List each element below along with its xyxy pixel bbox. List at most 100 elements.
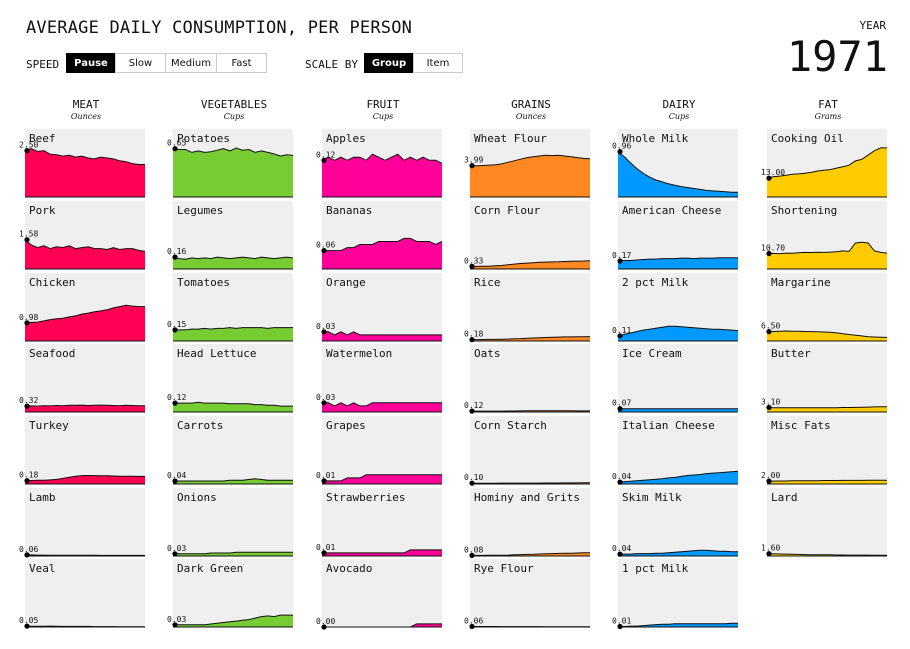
chart-cell-onions: 0.03 Onions — [167, 488, 293, 557]
start-point — [469, 623, 475, 630]
area-chart: 0.01 — [316, 471, 442, 485]
start-value-label: 0.16 — [167, 247, 186, 256]
start-value-label: 0.12 — [167, 393, 186, 402]
chart-cell-2-pct-milk: 0.11 2 pct Milk — [612, 273, 739, 342]
chart-cell-cooking-oil: 13.00 Cooking Oil — [761, 129, 887, 198]
start-value-label: 0.03 — [316, 393, 335, 402]
series-line — [322, 331, 442, 336]
start-point — [321, 478, 327, 484]
start-point — [469, 552, 475, 558]
series-line — [24, 304, 145, 324]
start-value-label: 2.50 — [19, 141, 38, 150]
speed-medium-button[interactable]: Medium — [165, 53, 217, 73]
start-point — [321, 248, 327, 254]
area-fill — [618, 550, 738, 556]
item-name: Italian Cheese — [622, 419, 715, 432]
start-point — [24, 478, 30, 484]
start-point — [172, 551, 178, 557]
speed-slow-button[interactable]: Slow — [115, 53, 166, 73]
area-chart: 3.10 — [761, 398, 887, 413]
start-value-label: 0.32 — [19, 396, 38, 405]
start-value-label: 0.01 — [612, 617, 631, 626]
start-value-label: 0.12 — [464, 401, 483, 410]
series-line — [24, 148, 145, 165]
start-point — [617, 406, 623, 412]
area-fill — [173, 552, 293, 556]
item-name: Shortening — [771, 204, 838, 217]
start-point — [24, 237, 30, 243]
series-line — [322, 474, 442, 482]
start-point — [617, 623, 623, 630]
group-name: MEAT — [72, 98, 100, 111]
scale-item-button[interactable]: Item — [413, 53, 463, 73]
item-name: Grapes — [326, 419, 366, 432]
series-line — [767, 479, 887, 482]
start-point — [766, 404, 772, 411]
start-point — [172, 254, 178, 260]
speed-fast-button[interactable]: Fast — [216, 53, 267, 73]
speed-button-group: Pause Slow Medium Fast — [66, 53, 267, 73]
start-point — [24, 148, 30, 154]
start-point — [766, 329, 772, 335]
area-fill — [618, 408, 738, 412]
series-line — [617, 257, 738, 262]
item-name: Legumes — [177, 204, 224, 217]
year-label: YEAR — [859, 19, 887, 32]
scale-label: SCALE BY — [305, 58, 358, 71]
start-point — [617, 551, 623, 557]
start-value-label: 0.00 — [316, 617, 335, 626]
area-chart: 0.12 — [464, 401, 590, 414]
item-name: Avocado — [326, 562, 373, 575]
speed-pause-button[interactable]: Pause — [66, 53, 116, 73]
group-name: DAIRY — [662, 98, 696, 111]
area-chart: 0.10 — [464, 473, 590, 486]
item-name: Apples — [326, 132, 366, 145]
series-line — [618, 549, 738, 555]
group-header-vegetables: VEGETABLES Cups — [173, 98, 295, 121]
area-fill — [470, 336, 590, 341]
area-fill — [25, 475, 145, 484]
series-line — [172, 256, 294, 260]
chart-cell-beef: 2.50 Beef — [19, 129, 145, 198]
item-name: Veal — [29, 562, 56, 575]
start-value-label: 0.01 — [316, 543, 335, 552]
area-chart: 0.00 — [316, 617, 442, 630]
start-point — [469, 163, 475, 169]
series-line — [24, 239, 146, 252]
item-name: Watermelon — [326, 347, 393, 360]
chart-cell-skim-milk: 0.04 Skim Milk — [612, 488, 738, 557]
start-value-label: 0.18 — [19, 471, 38, 480]
item-name: Bananas — [326, 204, 373, 217]
area-chart: 0.05 — [19, 616, 145, 629]
start-value-label: 0.18 — [464, 330, 483, 339]
start-value-label: 0.06 — [464, 617, 483, 626]
area-fill — [173, 615, 293, 627]
series-line — [173, 401, 293, 407]
start-point — [172, 327, 178, 333]
area-fill — [173, 257, 293, 269]
start-point — [24, 623, 30, 629]
start-value-label: 0.01 — [316, 471, 335, 480]
start-point — [469, 480, 475, 486]
chart-cell-shortening: 10.70 Shortening — [761, 201, 888, 270]
item-name: Corn Flour — [474, 204, 541, 217]
area-chart: 0.18 — [19, 471, 145, 485]
group-name: GRAINS — [511, 98, 551, 111]
item-name: Pork — [29, 204, 56, 217]
item-name: Whole Milk — [622, 132, 689, 145]
area-chart: 2.50 — [19, 141, 145, 198]
start-point — [172, 478, 178, 484]
area-chart: 0.08 — [464, 545, 591, 558]
item-name: Oats — [474, 347, 501, 360]
start-point — [469, 408, 475, 414]
area-fill — [470, 260, 590, 269]
scale-group-button[interactable]: Group — [364, 53, 414, 73]
page-title: AVERAGE DAILY CONSUMPTION, PER PERSON — [26, 18, 413, 38]
series-line — [766, 553, 887, 556]
start-value-label: 0.33 — [464, 256, 483, 265]
chart-cell-wheat-flour: 3.99 Wheat Flour — [464, 129, 591, 198]
series-line — [172, 147, 294, 157]
series-line — [321, 153, 443, 164]
start-value-label: 0.11 — [612, 326, 631, 335]
item-name: Orange — [326, 276, 366, 289]
